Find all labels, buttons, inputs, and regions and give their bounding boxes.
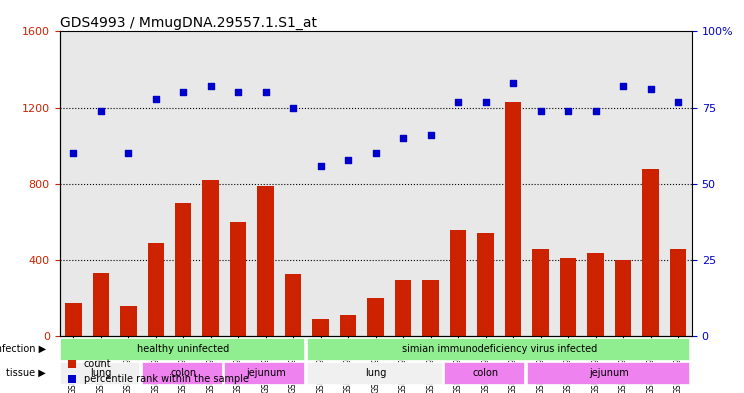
- Bar: [642, 169, 659, 336]
- Bar: [202, 180, 219, 336]
- Text: jejunum: jejunum: [589, 368, 629, 378]
- Bar: [147, 243, 164, 336]
- FancyBboxPatch shape: [527, 362, 689, 384]
- Bar: [285, 274, 301, 336]
- Text: tissue ▶: tissue ▶: [6, 368, 46, 378]
- Point: [397, 135, 409, 141]
- Point: [452, 98, 464, 105]
- Text: infection ▶: infection ▶: [0, 343, 46, 354]
- Text: lung: lung: [90, 368, 112, 378]
- Bar: [615, 260, 632, 336]
- Bar: [92, 274, 109, 336]
- Bar: [533, 249, 549, 336]
- Point: [673, 98, 684, 105]
- Point: [67, 150, 79, 156]
- FancyBboxPatch shape: [307, 362, 442, 384]
- Bar: [312, 319, 329, 336]
- Bar: [450, 230, 466, 336]
- Point: [177, 89, 189, 95]
- Point: [425, 132, 437, 138]
- Point: [232, 89, 244, 95]
- Point: [562, 108, 574, 114]
- Bar: [478, 233, 494, 336]
- Point: [205, 83, 217, 90]
- Point: [260, 89, 272, 95]
- Point: [94, 108, 106, 114]
- Point: [342, 156, 354, 163]
- Point: [535, 108, 547, 114]
- Bar: [65, 303, 82, 336]
- Point: [150, 95, 161, 102]
- Point: [370, 150, 382, 156]
- Point: [287, 105, 299, 111]
- Bar: [368, 298, 384, 336]
- Text: GDS4993 / MmugDNA.29557.1.S1_at: GDS4993 / MmugDNA.29557.1.S1_at: [60, 17, 316, 30]
- Point: [590, 108, 602, 114]
- FancyBboxPatch shape: [225, 362, 304, 384]
- FancyBboxPatch shape: [307, 338, 689, 360]
- Bar: [395, 280, 411, 336]
- Bar: [120, 306, 136, 336]
- Point: [480, 98, 492, 105]
- Text: healthy uninfected: healthy uninfected: [137, 343, 229, 354]
- Legend: count, percentile rank within the sample: count, percentile rank within the sample: [65, 356, 253, 388]
- Text: simian immunodeficiency virus infected: simian immunodeficiency virus infected: [402, 343, 597, 354]
- FancyBboxPatch shape: [60, 338, 304, 360]
- FancyBboxPatch shape: [142, 362, 222, 384]
- Bar: [588, 252, 604, 336]
- Point: [507, 80, 519, 86]
- Bar: [175, 203, 191, 336]
- Bar: [340, 316, 356, 336]
- Bar: [257, 186, 274, 336]
- FancyBboxPatch shape: [444, 362, 525, 384]
- Text: lung: lung: [365, 368, 386, 378]
- Point: [315, 162, 327, 169]
- Bar: [505, 102, 522, 336]
- Text: colon: colon: [472, 368, 498, 378]
- Point: [122, 150, 134, 156]
- Bar: [230, 222, 246, 336]
- Text: jejunum: jejunum: [246, 368, 286, 378]
- Text: colon: colon: [170, 368, 196, 378]
- FancyBboxPatch shape: [60, 362, 139, 384]
- Bar: [670, 249, 687, 336]
- Point: [645, 86, 657, 92]
- Bar: [560, 258, 577, 336]
- Point: [618, 83, 629, 90]
- Bar: [423, 280, 439, 336]
